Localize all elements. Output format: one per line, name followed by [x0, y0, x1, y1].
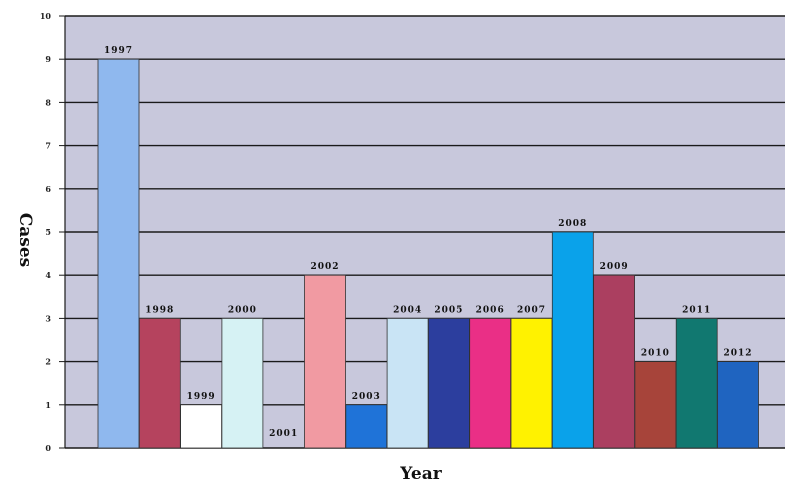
- bar: [180, 404, 223, 449]
- y-tick-label: 9: [45, 54, 51, 64]
- bar-label: 2001: [269, 429, 298, 439]
- bar-label: 2007: [517, 305, 546, 315]
- y-tick-label: 7: [45, 141, 51, 151]
- y-axis-label: Cases: [15, 213, 35, 268]
- bar: [386, 317, 429, 449]
- bar-label: 2002: [310, 262, 339, 272]
- bar-label: 2000: [228, 305, 257, 315]
- bar: [427, 317, 470, 449]
- bar-label: 1997: [104, 46, 133, 56]
- bars: [97, 58, 759, 449]
- bar-label: 2006: [476, 305, 505, 315]
- bar: [304, 274, 346, 449]
- bar: [97, 58, 140, 449]
- bar: [345, 404, 388, 449]
- bar-label: 2012: [723, 349, 752, 359]
- bar-label: 2004: [393, 305, 422, 315]
- bar: [510, 317, 553, 449]
- bar-labels: 1997 1998 1999 2000 2001 2002 2003 2004 2005 2006…: [104, 46, 752, 439]
- bar-label: 1998: [145, 305, 174, 315]
- y-tick-label: 2: [45, 357, 51, 367]
- y-tick-label: 0: [45, 443, 51, 453]
- bar: [634, 361, 677, 449]
- y-tick-label: 8: [45, 97, 51, 107]
- y-tick-label: 4: [45, 270, 51, 280]
- bar-label: 2011: [682, 305, 711, 315]
- bar: [221, 317, 264, 449]
- y-tick-label: 3: [45, 313, 51, 323]
- bar-label: 2008: [558, 219, 587, 229]
- y-tick-label: 6: [45, 184, 51, 194]
- bar: [675, 317, 718, 449]
- y-tick-label: 10: [40, 11, 52, 21]
- bar-label: 2009: [600, 262, 629, 272]
- y-tick-label: 1: [45, 400, 51, 410]
- bar: [138, 317, 181, 449]
- x-axis-label: Year: [399, 464, 442, 484]
- bar-label: 2010: [641, 349, 670, 359]
- y-axis-ticks: 0 1 2 3 4 5 6 7 8 9 10: [40, 11, 66, 453]
- bar-label: 2003: [352, 392, 381, 402]
- bar: [551, 231, 594, 449]
- bar: [469, 317, 512, 449]
- y-tick-label: 5: [45, 227, 51, 237]
- bar-label: 1999: [187, 392, 216, 402]
- bar-label: 2005: [434, 305, 463, 315]
- bar: [717, 361, 759, 449]
- bar: [593, 274, 635, 449]
